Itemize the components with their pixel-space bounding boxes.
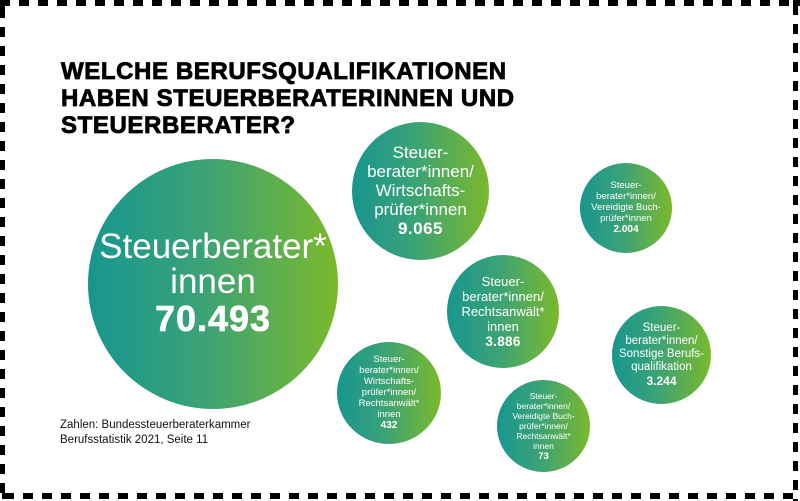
bubble-label-line: Vereidigte Buch- <box>591 202 661 213</box>
bubble-label-line: berater*innen/ <box>625 335 698 347</box>
chart-title-line-2: HABEN STEUERBERATERINNEN UND <box>61 85 515 113</box>
bubble-label-line: Wirtschafts- <box>375 181 466 200</box>
bubble-label-line: Steuer- <box>481 273 525 289</box>
bubble-value: 70.493 <box>154 298 272 339</box>
bubble-label-line: Steuer- <box>529 390 558 401</box>
source-line-2: Berufsstatistik 2021, Seite 11 <box>60 434 209 446</box>
bubble-sonstige-berufsqualifikation: Steuer- berater*innen/ Sonstige Berufs- … <box>612 306 711 404</box>
dashed-frame-right <box>793 0 798 501</box>
bubble-vereidigte-buchpruefer-rechtsanwaelte: Steuer- berater*innen/ Vereidigte Buch- … <box>497 380 590 472</box>
bubble-label-line: prüfer*innen <box>374 200 467 219</box>
bubble-label-line: innen <box>170 262 256 301</box>
bubble-value: 3.244 <box>646 374 677 388</box>
bubble-vereidigte-buchpruefer: Steuer- berater*innen/ Vereidigte Buch- … <box>580 163 672 253</box>
bubble-value: 3.886 <box>485 333 521 349</box>
dashed-frame-bottom <box>0 493 800 499</box>
bubble-label-line: berater*innen/ <box>596 191 656 202</box>
bubble-rechtsanwaelte: Steuer- berater*innen/ Rechtsanwält* inn… <box>447 255 559 368</box>
bubble-label-line: Vereidigte Buch- <box>512 410 575 421</box>
bubble-label-line: Rechtsanwält* <box>461 303 545 319</box>
bubble-label-line: Rechtsanwält* <box>358 398 420 409</box>
bubble-label-line: berater*innen/ <box>367 162 474 181</box>
bubble-value: 432 <box>380 420 398 431</box>
dashed-frame-top <box>0 0 800 6</box>
bubble-value: 73 <box>538 450 549 462</box>
bubble-label-line: qualifikation <box>631 361 692 373</box>
bubble-label-line: Steuer- <box>642 322 681 334</box>
bubble-label-line: innen <box>487 318 519 334</box>
chart-title-line-3: STEUERBERATER? <box>61 112 296 140</box>
bubble-label-line: innen <box>533 440 554 451</box>
bubble-label-line: prüfer*innen <box>600 213 652 224</box>
bubble-label-line: Steuer- <box>373 354 405 365</box>
bubble-label-line: prüfer*innen/ <box>519 420 568 431</box>
bubble-label-line: prüfer*innen/ <box>361 387 417 398</box>
bubble-label-line: Sonstige Berufs- <box>618 348 704 360</box>
bubble-label-line: berater*innen/ <box>359 365 419 376</box>
bubble-value: 9.065 <box>397 219 444 238</box>
bubble-label-line: Steuerberater* <box>99 227 327 266</box>
bubble-label-line: Steuer- <box>392 143 449 162</box>
dashed-frame-left <box>0 0 5 501</box>
bubble-wirtschaftspruefer-rechtsanwaelte: Steuer- berater*innen/ Wirtschafts- prüf… <box>337 342 441 444</box>
bubble-wirtschaftspruefer: Steuer- berater*innen/ Wirtschafts- prüf… <box>352 122 489 260</box>
bubble-label-line: berater*innen/ <box>462 288 544 304</box>
bubble-label-line: Steuer- <box>610 180 642 191</box>
bubble-label-line: innen <box>377 409 401 420</box>
chart-title: WELCHE BERUFSQUALIFIKATIONEN HABEN STEUE… <box>61 58 515 140</box>
bubble-value: 2.004 <box>613 224 639 235</box>
source-note: Zahlen: Bundessteuerberaterkammer Berufs… <box>60 418 251 448</box>
bubble-label-line: berater*innen/ <box>516 400 571 411</box>
bubble-steuerberater-only: Steuerberater* innen 70.493 <box>88 159 338 409</box>
chart-title-line-1: WELCHE BERUFSQUALIFIKATIONEN <box>61 58 507 86</box>
bubble-label-line: Rechtsanwält* <box>516 430 571 441</box>
source-line-1: Zahlen: Bundessteuerberaterkammer <box>60 419 251 431</box>
bubble-label-line: Wirtschafts- <box>363 376 415 387</box>
